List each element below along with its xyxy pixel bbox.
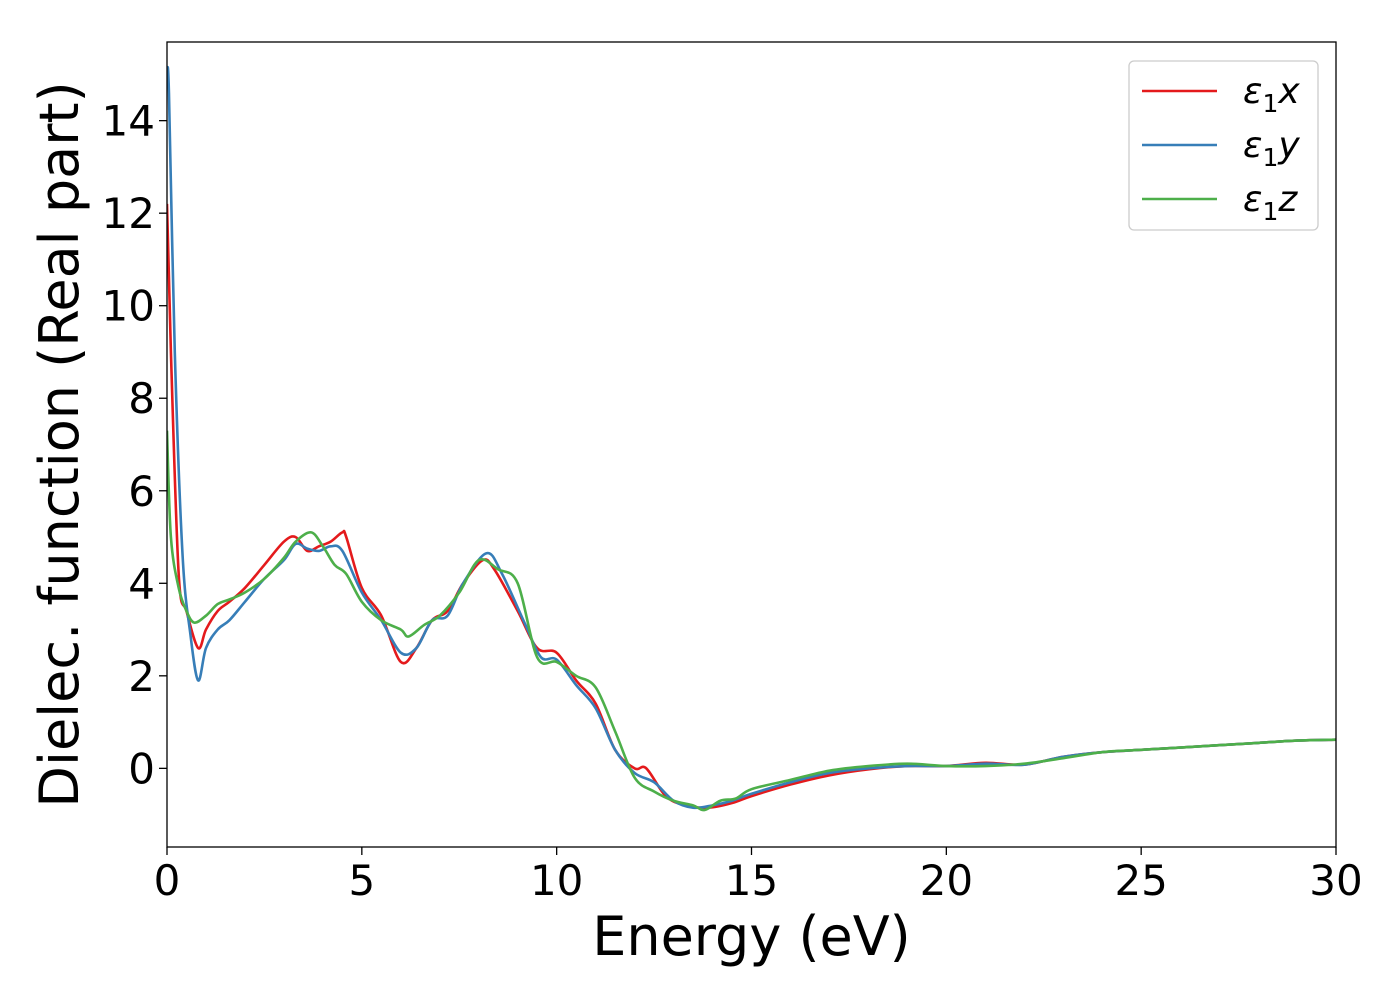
legend-label-x: ε1x	[1243, 71, 1300, 118]
legend-symbol: ε	[1243, 125, 1262, 166]
y-tick-label: 12	[102, 189, 155, 238]
series-layer	[167, 65, 1336, 812]
y-tick-label: 2	[128, 652, 155, 701]
series-line-x	[167, 203, 1336, 810]
legend-variable: y	[1277, 125, 1300, 166]
legend-symbol: ε	[1243, 71, 1262, 112]
legend-variable: z	[1277, 179, 1298, 220]
legend-subscript: 1	[1262, 197, 1278, 226]
legend-box	[1128, 60, 1319, 231]
series-line-z	[167, 430, 1336, 812]
legend-subscript: 1	[1262, 143, 1278, 172]
x-tick-label: 10	[530, 856, 583, 905]
y-tick-label: 10	[102, 282, 155, 331]
x-tick-label: 20	[920, 856, 973, 905]
x-axis-ticks: 0 5 10 15 20 25 30	[154, 847, 1363, 905]
x-tick-label: 30	[1309, 856, 1362, 905]
y-tick-label: 0	[128, 744, 155, 793]
y-tick-label: 8	[128, 374, 155, 423]
x-tick-label: 25	[1114, 856, 1167, 905]
x-axis-label: Energy (eV)	[592, 905, 911, 968]
legend-label-y: ε1y	[1243, 125, 1300, 172]
y-axis-ticks: 0 2 4 6 8 10 12 14	[102, 97, 167, 793]
legend-subscript: 1	[1262, 89, 1278, 118]
legend-variable: x	[1277, 71, 1300, 112]
x-tick-label: 15	[725, 856, 778, 905]
x-tick-label: 0	[154, 856, 181, 905]
legend-symbol: ε	[1243, 179, 1262, 220]
y-tick-label: 4	[128, 559, 155, 608]
legend-label-z: ε1z	[1243, 179, 1298, 226]
series-line-y	[167, 65, 1336, 810]
y-tick-label: 14	[102, 97, 155, 146]
y-axis-label: Dielec. function (Real part)	[28, 81, 91, 807]
x-tick-label: 5	[348, 856, 375, 905]
y-tick-label: 6	[128, 467, 155, 516]
